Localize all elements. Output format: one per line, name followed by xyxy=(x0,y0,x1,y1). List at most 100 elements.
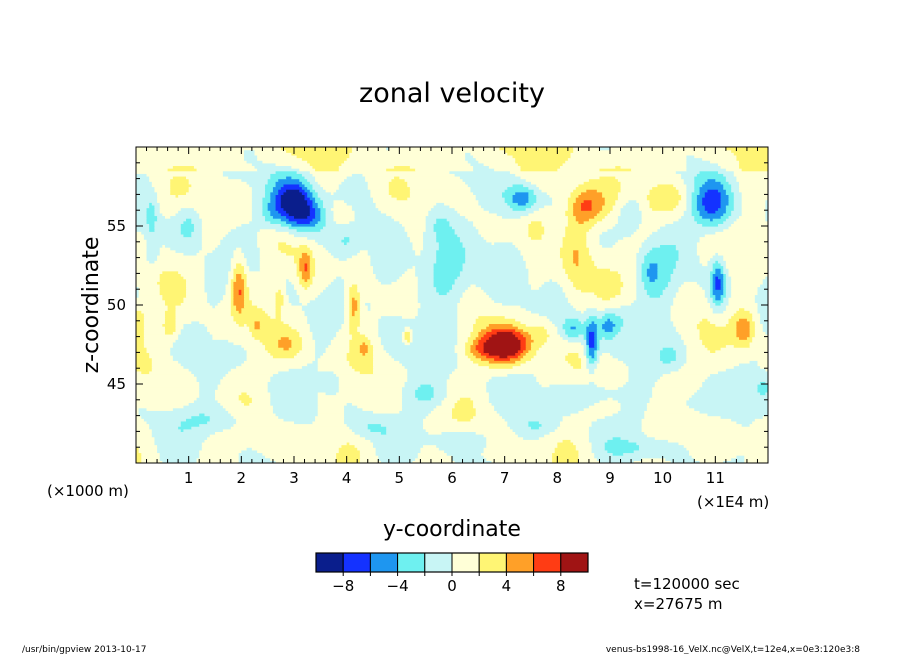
contour-cell xyxy=(567,199,577,203)
contour-cell xyxy=(309,328,340,332)
contour-cell xyxy=(654,384,703,388)
contour-cell xyxy=(359,318,379,322)
y-tick-label: 50 xyxy=(107,296,126,314)
contour-cell xyxy=(180,328,208,332)
contour-cell xyxy=(299,299,311,303)
contour-cell xyxy=(164,302,182,306)
contour-cell xyxy=(351,149,506,153)
contour-cell xyxy=(675,355,687,359)
contour-cell xyxy=(151,368,190,372)
contour-cell xyxy=(762,323,768,327)
contour-cell xyxy=(691,394,768,398)
contour-cell xyxy=(696,204,706,209)
contour-cell xyxy=(728,302,759,306)
contour-cell xyxy=(209,434,361,438)
contour-cell xyxy=(649,199,680,203)
contour-cell xyxy=(725,265,768,269)
contour-cell xyxy=(496,212,529,217)
contour-cell xyxy=(138,447,158,451)
contour-cell xyxy=(164,299,184,303)
contour-cell xyxy=(591,441,606,446)
contour-cell xyxy=(275,297,285,301)
contour-cell xyxy=(307,215,316,219)
contour-cell xyxy=(596,355,601,359)
contour-cell xyxy=(628,439,669,443)
contour-cell xyxy=(136,286,140,290)
contour-cell xyxy=(646,405,690,409)
contour-cell xyxy=(636,294,651,298)
contour-cell xyxy=(301,307,345,311)
contour-cell xyxy=(230,228,261,232)
contour-cell xyxy=(599,460,635,463)
contour-cell xyxy=(307,252,314,256)
contour-cell xyxy=(228,370,279,375)
contour-cell xyxy=(230,312,269,317)
contour-cell xyxy=(346,402,353,406)
contour-cell xyxy=(349,426,369,430)
contour-cell xyxy=(164,326,177,330)
contour-cell xyxy=(365,352,374,356)
contour-cell xyxy=(652,207,674,211)
contour-cell xyxy=(549,431,590,435)
contour-cell xyxy=(575,262,579,267)
contour-cell xyxy=(136,249,148,253)
contour-cell xyxy=(433,276,458,280)
contour-cell xyxy=(136,218,148,222)
contour-cell xyxy=(349,323,361,327)
contour-cell xyxy=(559,165,616,169)
contour-cell xyxy=(299,268,306,272)
contour-cell xyxy=(567,297,603,301)
contour-cell xyxy=(136,262,206,267)
contour-cell xyxy=(309,170,450,174)
contour-cell xyxy=(649,262,658,267)
contour-cell xyxy=(525,360,569,364)
contour-cell xyxy=(670,278,711,282)
contour-cell xyxy=(739,215,766,219)
contour-cell xyxy=(386,349,456,353)
contour-cell xyxy=(359,460,382,463)
contour-cell xyxy=(691,212,701,217)
contour-cell xyxy=(280,336,290,340)
contour-cell xyxy=(365,178,393,182)
contour-cell xyxy=(351,307,358,311)
contour-cell xyxy=(470,347,477,351)
contour-cell xyxy=(280,318,308,322)
contour-cell xyxy=(531,181,585,185)
contour-cell xyxy=(596,357,601,361)
contour-cell xyxy=(710,276,714,280)
contour-cell xyxy=(238,310,242,314)
contour-cell xyxy=(383,344,456,348)
contour-cell xyxy=(694,181,706,185)
contour-cell xyxy=(473,341,479,346)
contour-cell xyxy=(391,178,406,182)
contour-cell xyxy=(670,370,719,375)
contour-cell xyxy=(154,186,171,190)
contour-cell xyxy=(723,228,768,232)
contour-cell xyxy=(675,326,698,330)
contour-cell xyxy=(581,365,587,369)
contour-cell xyxy=(373,355,393,359)
contour-cell xyxy=(657,276,672,280)
contour-cell xyxy=(467,160,479,164)
contour-cell xyxy=(136,191,158,195)
contour-cell xyxy=(425,220,437,224)
contour-cell xyxy=(570,191,582,195)
contour-cell xyxy=(233,286,245,290)
contour-cell xyxy=(262,197,271,201)
contour-cell xyxy=(731,223,768,227)
contour-cell xyxy=(588,431,645,435)
contour-cell xyxy=(517,326,545,330)
contour-cell xyxy=(136,349,148,353)
contour-cell xyxy=(523,436,540,440)
contour-cell xyxy=(146,407,174,411)
contour-cell xyxy=(728,318,740,322)
x-tick-label: 7 xyxy=(500,469,510,487)
contour-cell xyxy=(207,299,221,303)
contour-cell xyxy=(275,183,285,188)
contour-cell xyxy=(325,207,332,211)
contour-cell xyxy=(628,370,672,375)
contour-cell xyxy=(733,152,768,156)
contour-cell xyxy=(520,165,561,169)
contour-cell xyxy=(646,291,664,296)
contour-cell xyxy=(570,412,614,417)
